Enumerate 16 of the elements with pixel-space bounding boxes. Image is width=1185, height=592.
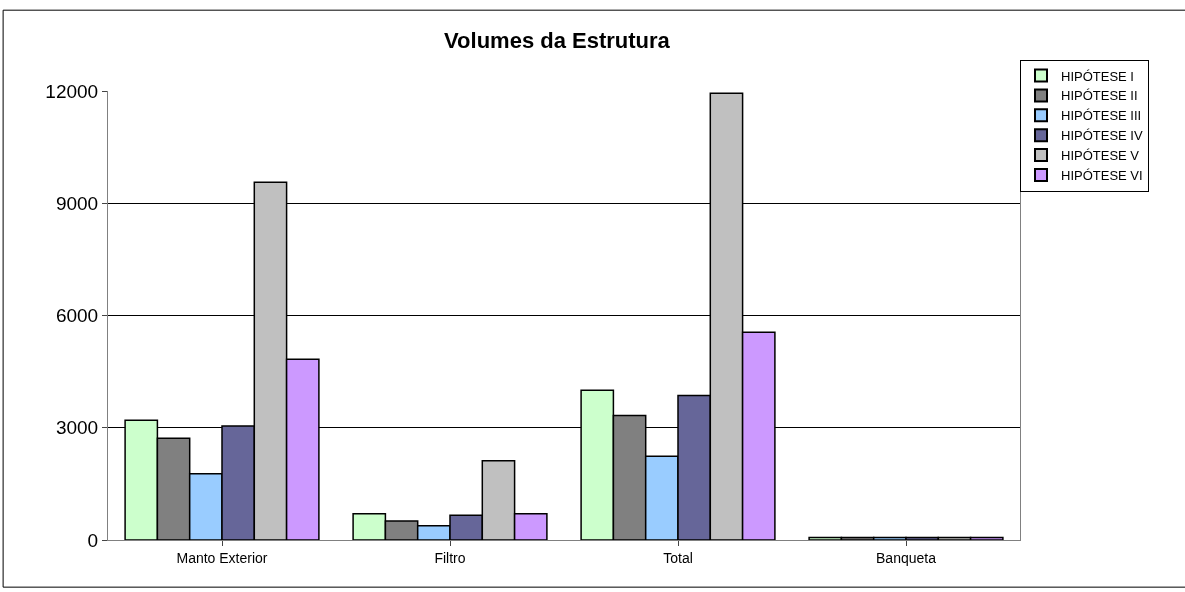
y-tick-label: 9000 bbox=[55, 192, 99, 214]
legend-label: HIPÓTESE II bbox=[1061, 88, 1138, 104]
y-tick-label: 0 bbox=[87, 529, 99, 551]
x-tick-label: Manto Exterior bbox=[176, 549, 268, 566]
legend-label: HIPÓTESE III bbox=[1061, 108, 1142, 124]
y-tick-label: 3000 bbox=[55, 417, 99, 439]
x-tick-label: Total bbox=[663, 549, 693, 566]
legend-label: HIPÓTESE V bbox=[1061, 148, 1140, 164]
x-tick-label: Banqueta bbox=[876, 549, 937, 566]
x-tick-label: Filtro bbox=[434, 549, 466, 566]
legend-label: HIPÓTESE I bbox=[1061, 68, 1134, 84]
legend-label: HIPÓTESE VI bbox=[1061, 168, 1143, 184]
legend-label: HIPÓTESE IV bbox=[1061, 128, 1143, 144]
y-tick-label: 12000 bbox=[45, 80, 99, 102]
chart-title: Volumes da Estrutura bbox=[444, 27, 671, 53]
y-tick-label: 6000 bbox=[55, 305, 99, 327]
